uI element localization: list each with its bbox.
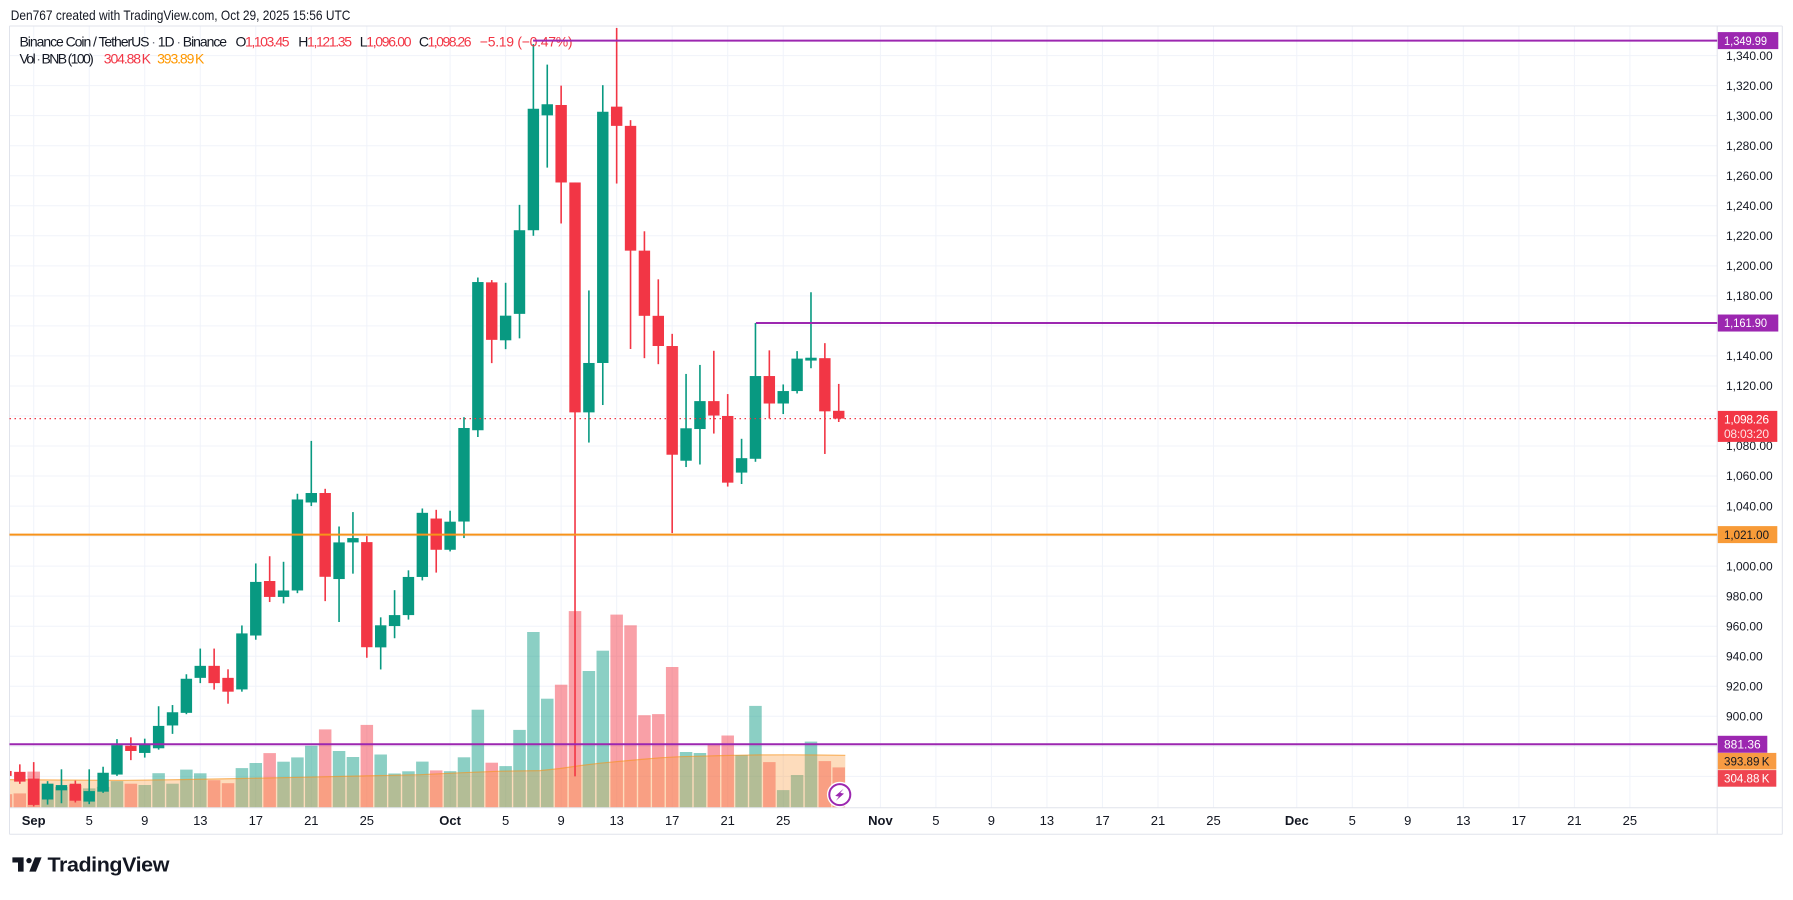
svg-text:1,040.00: 1,040.00 [1726, 499, 1773, 513]
svg-text:Oct: Oct [439, 813, 461, 828]
svg-text:920.00: 920.00 [1726, 680, 1763, 694]
svg-text:Den767 created with TradingVie: Den767 created with TradingView.com, Oct… [11, 7, 351, 23]
svg-text:1,320.00: 1,320.00 [1726, 79, 1773, 93]
svg-text:13: 13 [1456, 813, 1470, 828]
svg-text:1,240.00: 1,240.00 [1726, 199, 1773, 213]
svg-text:5: 5 [86, 813, 93, 828]
svg-text:1,021.00: 1,021.00 [1724, 528, 1769, 542]
svg-text:1,220.00: 1,220.00 [1726, 229, 1773, 243]
svg-text:9: 9 [557, 813, 564, 828]
svg-text:304.88 K: 304.88 K [104, 51, 152, 67]
svg-text:1,180.00: 1,180.00 [1726, 289, 1773, 303]
svg-text:1,000.00: 1,000.00 [1726, 559, 1773, 573]
svg-text:1,280.00: 1,280.00 [1726, 139, 1773, 153]
svg-text:TradingView: TradingView [48, 853, 170, 876]
svg-text:881.36: 881.36 [1724, 737, 1761, 751]
svg-text:1,120.00: 1,120.00 [1726, 379, 1773, 393]
svg-text:940.00: 940.00 [1726, 649, 1763, 663]
svg-text:900.00: 900.00 [1726, 710, 1763, 724]
svg-text:Binance Coin / TetherUS · 1D ·: Binance Coin / TetherUS · 1D · Binance [20, 34, 228, 50]
svg-text:13: 13 [609, 813, 623, 828]
svg-text:1,140.00: 1,140.00 [1726, 349, 1773, 363]
svg-text:21: 21 [1567, 813, 1581, 828]
svg-text:21: 21 [720, 813, 734, 828]
svg-text:1,340.00: 1,340.00 [1726, 49, 1773, 63]
svg-text:08:03:20: 08:03:20 [1724, 427, 1769, 441]
svg-text:17: 17 [665, 813, 679, 828]
svg-text:13: 13 [1040, 813, 1054, 828]
svg-text:1,349.99: 1,349.99 [1724, 34, 1767, 48]
svg-text:25: 25 [1206, 813, 1220, 828]
svg-text:393.89 K: 393.89 K [1724, 754, 1770, 768]
svg-text:21: 21 [304, 813, 318, 828]
svg-text:960.00: 960.00 [1726, 619, 1763, 633]
svg-text:−5.19 (−0.47%): −5.19 (−0.47%) [480, 34, 573, 50]
svg-text:C1,098.26: C1,098.26 [419, 34, 472, 50]
svg-text:1,080.00: 1,080.00 [1726, 439, 1773, 453]
svg-text:21: 21 [1151, 813, 1165, 828]
svg-text:393.89 K: 393.89 K [157, 51, 205, 67]
svg-text:17: 17 [1512, 813, 1526, 828]
svg-text:1,161.90: 1,161.90 [1724, 316, 1767, 330]
svg-text:25: 25 [1623, 813, 1637, 828]
svg-text:17: 17 [249, 813, 263, 828]
svg-text:Dec: Dec [1285, 813, 1309, 828]
svg-text:5: 5 [1349, 813, 1356, 828]
svg-text:1,260.00: 1,260.00 [1726, 169, 1773, 183]
svg-text:L1,096.00: L1,096.00 [360, 34, 412, 50]
svg-text:1,200.00: 1,200.00 [1726, 259, 1773, 273]
svg-text:Vol · BNB (100): Vol · BNB (100) [20, 51, 94, 67]
svg-text:9: 9 [141, 813, 148, 828]
svg-text:9: 9 [1404, 813, 1411, 828]
svg-text:5: 5 [932, 813, 939, 828]
svg-text:980.00: 980.00 [1726, 589, 1763, 603]
svg-text:17: 17 [1095, 813, 1109, 828]
svg-text:9: 9 [988, 813, 995, 828]
svg-text:1,300.00: 1,300.00 [1726, 109, 1773, 123]
svg-text:1,060.00: 1,060.00 [1726, 469, 1773, 483]
svg-text:25: 25 [776, 813, 790, 828]
svg-text:Nov: Nov [868, 813, 893, 828]
svg-text:5: 5 [502, 813, 509, 828]
svg-text:O1,103.45: O1,103.45 [236, 34, 290, 50]
svg-text:25: 25 [360, 813, 374, 828]
svg-text:1,098.26: 1,098.26 [1724, 412, 1769, 426]
svg-text:H1,121.35: H1,121.35 [298, 34, 352, 50]
svg-text:Sep: Sep [22, 813, 46, 828]
svg-text:13: 13 [193, 813, 207, 828]
svg-text:304.88 K: 304.88 K [1724, 772, 1770, 786]
